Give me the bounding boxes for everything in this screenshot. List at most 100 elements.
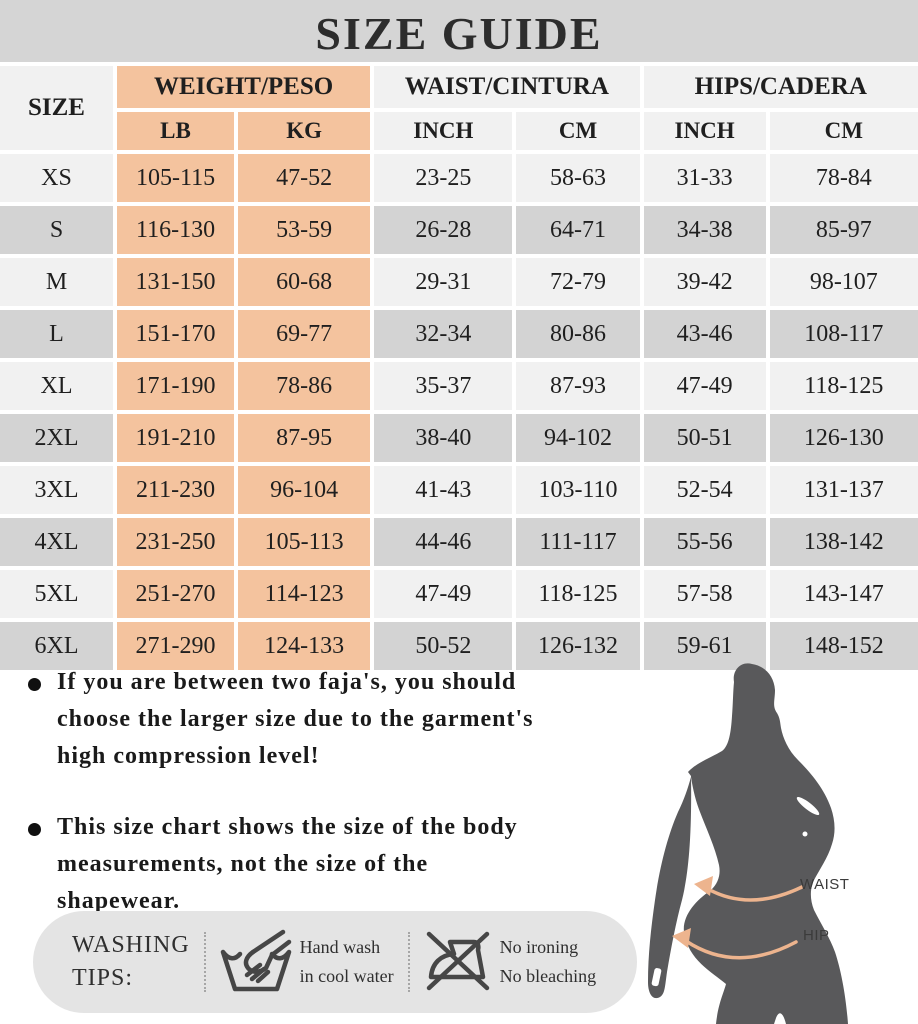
page-title: SIZE GUIDE <box>315 8 603 59</box>
cell-lb: 105-115 <box>117 154 235 202</box>
strap-highlight <box>796 796 820 816</box>
column-header-weight: WEIGHT/PESO <box>117 66 371 108</box>
cell-waist_inch: 38-40 <box>374 414 513 462</box>
note-item: If you are between two faja's, you shoul… <box>28 664 658 775</box>
washing-instruction: No ironing No bleaching <box>424 929 596 995</box>
notes-section: If you are between two faja's, you shoul… <box>28 664 658 954</box>
cell-hips_inch: 59-61 <box>643 622 766 670</box>
hip-arrow <box>672 928 798 960</box>
cell-waist_cm: 118-125 <box>516 570 640 618</box>
cell-hips_inch: 57-58 <box>643 570 766 618</box>
table-row: 2XL 191-210 87-95 38-40 94-102 50-51 126-130 <box>0 414 918 462</box>
washing-tips-panel: WASHING TIPS: Hand wash in cool water <box>33 911 637 1013</box>
table-row: M 131-150 60-68 29-31 72-79 39-42 98-107 <box>0 258 918 306</box>
cell-kg: 47-52 <box>238 154 371 202</box>
cell-kg: 87-95 <box>238 414 371 462</box>
table-row: 6XL 271-290 124-133 50-52 126-132 59-61 148-15… <box>0 622 918 670</box>
table-row: S 116-130 53-59 26-28 64-71 34-38 85-97 <box>0 206 918 254</box>
washing-instruction: Hand wash in cool water <box>220 927 394 997</box>
cell-hips_cm: 148-152 <box>769 622 918 670</box>
subheader-waist-cm: CM <box>516 112 640 150</box>
cell-lb: 231-250 <box>117 518 235 566</box>
size-table-body: XS 105-115 47-52 23-25 58-63 31-33 78-84 S 116-1… <box>0 154 918 670</box>
column-header-waist: WAIST/CINTURA <box>374 66 640 108</box>
cell-lb: 251-270 <box>117 570 235 618</box>
cell-hips_cm: 143-147 <box>769 570 918 618</box>
cell-size: XS <box>0 154 113 202</box>
cell-size: M <box>0 258 113 306</box>
cell-waist_inch: 23-25 <box>374 154 513 202</box>
column-header-hips: HIPS/CADERA <box>643 66 918 108</box>
bullet-icon <box>28 678 41 691</box>
cell-hips_cm: 108-117 <box>769 310 918 358</box>
cell-hips_inch: 31-33 <box>643 154 766 202</box>
table-row: 3XL 211-230 96-104 41-43 103-110 52-54 131-137 <box>0 466 918 514</box>
dotted-divider <box>203 932 206 992</box>
cell-waist_inch: 50-52 <box>374 622 513 670</box>
subheader-waist-inch: INCH <box>374 112 513 150</box>
cell-hips_inch: 47-49 <box>643 362 766 410</box>
cell-kg: 53-59 <box>238 206 371 254</box>
title-band: SIZE GUIDE <box>0 0 918 62</box>
table-row: 4XL 231-250 105-113 44-46 111-117 55-56 138-14… <box>0 518 918 566</box>
table-row: 5XL 251-270 114-123 47-49 118-125 57-58 143-14… <box>0 570 918 618</box>
cell-size: 5XL <box>0 570 113 618</box>
cell-kg: 96-104 <box>238 466 371 514</box>
note-text: This size chart shows the size of the bo… <box>57 814 518 914</box>
cell-waist_cm: 111-117 <box>516 518 640 566</box>
cell-hips_inch: 52-54 <box>643 466 766 514</box>
cell-waist_inch: 29-31 <box>374 258 513 306</box>
cell-waist_inch: 35-37 <box>374 362 513 410</box>
cell-waist_cm: 80-86 <box>516 310 640 358</box>
subheader-kg: KG <box>238 112 371 150</box>
hand-wash-icon <box>220 929 291 992</box>
cell-waist_cm: 72-79 <box>516 258 640 306</box>
cell-hips_inch: 50-51 <box>643 414 766 462</box>
cell-hips_inch: 39-42 <box>643 258 766 306</box>
column-header-size: SIZE <box>0 66 113 150</box>
cell-hips_cm: 78-84 <box>769 154 918 202</box>
table-row: XS 105-115 47-52 23-25 58-63 31-33 78-84 <box>0 154 918 202</box>
washing-tips-label: WASHING TIPS: <box>72 932 190 991</box>
cell-waist_inch: 41-43 <box>374 466 513 514</box>
cell-hips_inch: 34-38 <box>643 206 766 254</box>
cell-hips_cm: 85-97 <box>769 206 918 254</box>
cell-lb: 151-170 <box>117 310 235 358</box>
dotted-divider <box>407 932 410 992</box>
cell-kg: 69-77 <box>238 310 371 358</box>
subheader-lb: LB <box>117 112 235 150</box>
washing-instruction-text: No ironing No bleaching <box>499 937 597 986</box>
cell-hips_inch: 43-46 <box>643 310 766 358</box>
wrist-highlight <box>651 968 662 987</box>
hip-label: HIP <box>803 927 830 944</box>
cell-waist_cm: 103-110 <box>516 466 640 514</box>
cell-kg: 114-123 <box>238 570 371 618</box>
cell-size: 6XL <box>0 622 113 670</box>
waist-label: WAIST <box>800 876 850 893</box>
cell-waist_cm: 87-93 <box>516 362 640 410</box>
cell-hips_cm: 138-142 <box>769 518 918 566</box>
waist-arrow <box>694 876 804 902</box>
cell-hips_cm: 126-130 <box>769 414 918 462</box>
cell-size: S <box>0 206 113 254</box>
subheader-hips-inch: INCH <box>643 112 766 150</box>
cell-waist_inch: 26-28 <box>374 206 513 254</box>
cell-hips_cm: 118-125 <box>769 362 918 410</box>
cell-waist_cm: 58-63 <box>516 154 640 202</box>
subheader-hips-cm: CM <box>769 112 918 150</box>
cell-size: 4XL <box>0 518 113 566</box>
cell-lb: 116-130 <box>117 206 235 254</box>
size-chart-table: SIZE WEIGHT/PESO WAIST/CINTURA HIPS/CADE… <box>0 62 918 674</box>
cell-waist_cm: 126-132 <box>516 622 640 670</box>
body-silhouette <box>648 663 848 1024</box>
cell-lb: 211-230 <box>117 466 235 514</box>
cell-waist_inch: 44-46 <box>374 518 513 566</box>
cell-size: 3XL <box>0 466 113 514</box>
table-row: L 151-170 69-77 32-34 80-86 43-46 108-117 <box>0 310 918 358</box>
cell-hips_inch: 55-56 <box>643 518 766 566</box>
bullet-icon <box>28 823 41 836</box>
body-silhouette-figure <box>648 663 848 1024</box>
table-row: XL 171-190 78-86 35-37 87-93 47-49 118-125 <box>0 362 918 410</box>
cell-waist_inch: 47-49 <box>374 570 513 618</box>
cell-size: L <box>0 310 113 358</box>
